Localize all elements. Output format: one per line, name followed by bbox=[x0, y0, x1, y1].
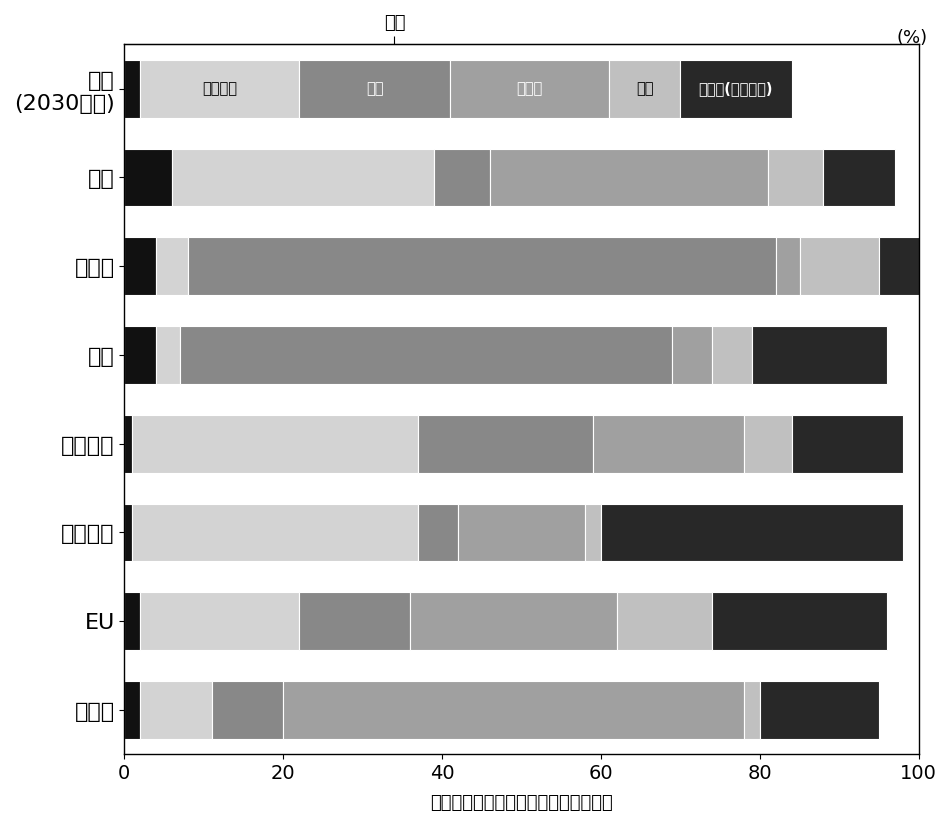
Bar bbox=[125, 415, 132, 472]
Bar bbox=[752, 326, 887, 384]
Bar bbox=[125, 592, 140, 650]
Bar bbox=[585, 504, 601, 562]
Bar bbox=[180, 326, 672, 384]
Bar bbox=[609, 60, 680, 117]
Bar bbox=[300, 60, 450, 117]
Bar bbox=[140, 592, 300, 650]
Bar bbox=[172, 149, 435, 206]
Bar bbox=[601, 504, 902, 562]
Bar bbox=[712, 326, 752, 384]
Bar bbox=[824, 149, 895, 206]
Text: 天然ガス: 天然ガス bbox=[203, 81, 237, 97]
Bar bbox=[156, 237, 188, 295]
X-axis label: （資源エネルギー庁資料を基に作成）: （資源エネルギー庁資料を基に作成） bbox=[430, 794, 612, 812]
Bar bbox=[744, 681, 760, 738]
Bar bbox=[125, 237, 156, 295]
Bar bbox=[800, 237, 879, 295]
Bar bbox=[283, 681, 744, 738]
Bar bbox=[188, 237, 776, 295]
Bar bbox=[125, 326, 156, 384]
Bar bbox=[435, 149, 490, 206]
Bar bbox=[418, 415, 593, 472]
Bar bbox=[490, 149, 767, 206]
Bar bbox=[125, 681, 140, 738]
Bar bbox=[418, 504, 458, 562]
Bar bbox=[156, 326, 180, 384]
Bar bbox=[879, 237, 950, 295]
Bar bbox=[125, 149, 172, 206]
Text: 原子力: 原子力 bbox=[516, 81, 543, 97]
Text: 水力: 水力 bbox=[636, 81, 653, 97]
Bar bbox=[410, 592, 617, 650]
Text: 再エネ(水力除く): 再エネ(水力除く) bbox=[699, 81, 773, 97]
Bar bbox=[760, 681, 879, 738]
Bar bbox=[300, 592, 410, 650]
Bar bbox=[776, 237, 800, 295]
Bar bbox=[125, 60, 140, 117]
Text: (%): (%) bbox=[896, 29, 927, 47]
Bar bbox=[450, 60, 609, 117]
Bar bbox=[617, 592, 712, 650]
Bar bbox=[712, 592, 887, 650]
Bar bbox=[744, 415, 791, 472]
Bar bbox=[140, 60, 300, 117]
Bar bbox=[125, 504, 132, 562]
Bar bbox=[767, 149, 824, 206]
Bar bbox=[132, 504, 418, 562]
Bar bbox=[680, 60, 791, 117]
Bar bbox=[672, 326, 712, 384]
Bar bbox=[212, 681, 283, 738]
Bar bbox=[791, 415, 902, 472]
Bar bbox=[458, 504, 585, 562]
Bar bbox=[132, 415, 418, 472]
Bar bbox=[593, 415, 744, 472]
Text: 石炭: 石炭 bbox=[366, 81, 383, 97]
Bar bbox=[140, 681, 212, 738]
